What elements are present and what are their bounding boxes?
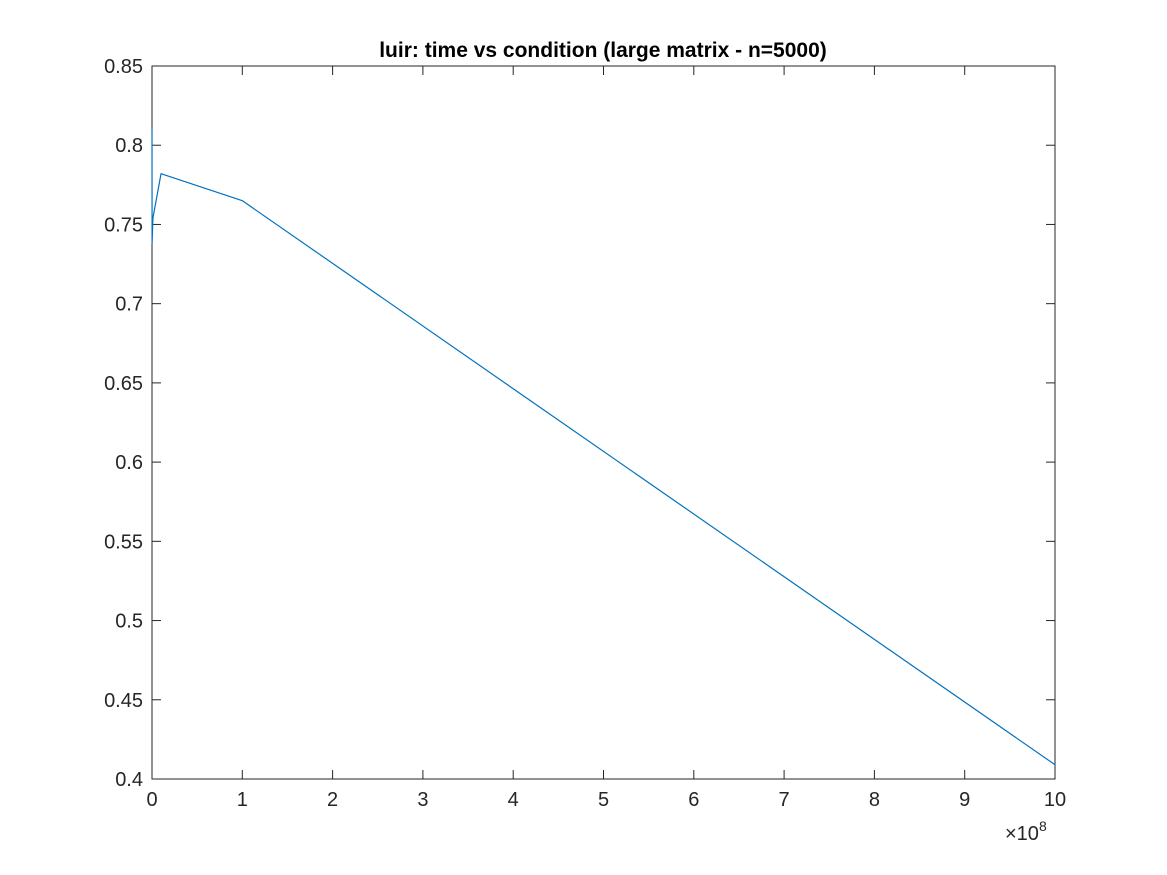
- x-tick-label: 3: [417, 789, 428, 811]
- y-tick-label: 0.8: [115, 135, 143, 157]
- x-tick-label: 8: [869, 789, 880, 811]
- y-tick-label: 0.65: [104, 373, 143, 395]
- x-tick-label: 1: [237, 789, 248, 811]
- y-tick-label: 0.4: [115, 769, 143, 791]
- x-exponent-base: ×10: [1005, 823, 1039, 845]
- x-tick-label: 10: [1044, 789, 1066, 811]
- x-tick-label: 0: [146, 789, 157, 811]
- y-tick-label: 0.85: [104, 56, 143, 78]
- y-tick-label: 0.55: [104, 531, 143, 553]
- x-tick-label: 6: [688, 789, 699, 811]
- x-exponent-power: 8: [1039, 818, 1047, 834]
- y-tick-label: 0.45: [104, 690, 143, 712]
- y-tick-label: 0.6: [115, 452, 143, 474]
- y-tick-label: 0.7: [115, 294, 143, 316]
- x-tick-label: 4: [508, 789, 519, 811]
- x-tick-label: 7: [779, 789, 790, 811]
- x-tick-label: 5: [598, 789, 609, 811]
- x-tick-label: 2: [327, 789, 338, 811]
- x-tick-label: 9: [959, 789, 970, 811]
- chart-title: luir: time vs condition (large matrix - …: [379, 39, 827, 62]
- y-tick-label: 0.75: [104, 214, 143, 236]
- y-tick-label: 0.5: [115, 611, 143, 633]
